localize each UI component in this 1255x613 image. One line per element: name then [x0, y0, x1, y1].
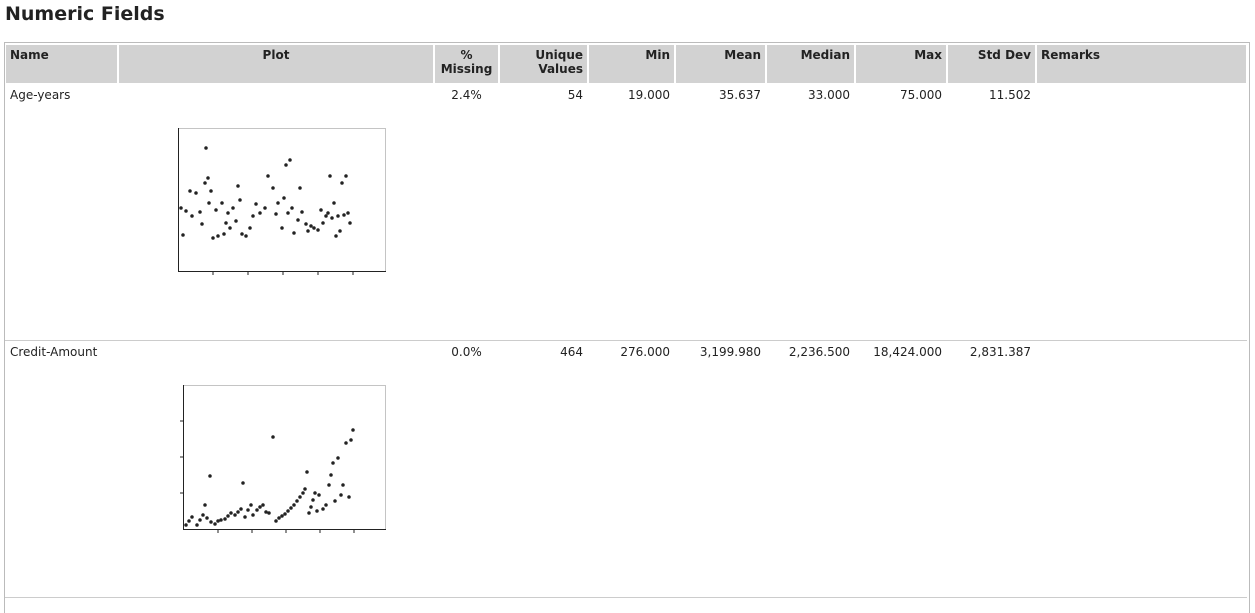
plot-thumbnail	[178, 128, 386, 275]
table-cell: 0.0%	[451, 345, 482, 359]
plot-thumbnail	[180, 385, 386, 533]
column-header: Remarks	[1037, 45, 1246, 83]
column-header: Unique Values	[500, 45, 587, 83]
table-cell: 3,199.980	[699, 345, 761, 359]
table-cell: 2.4%	[451, 88, 482, 102]
row-divider	[5, 597, 1247, 598]
column-header: Name	[6, 45, 117, 83]
column-header: Max	[856, 45, 946, 83]
table-cell: 2,831.387	[969, 345, 1031, 359]
column-header: Plot	[119, 45, 433, 83]
column-header: % Missing	[435, 45, 498, 83]
table-cell: Age-years	[10, 88, 71, 102]
table-cell: 54	[567, 88, 583, 102]
section-title: Numeric Fields	[5, 3, 165, 25]
table-cell: Credit-Amount	[10, 345, 98, 359]
table-cell: 18,424.000	[873, 345, 942, 359]
table-cell: 75.000	[900, 88, 942, 102]
column-header: Median	[767, 45, 854, 83]
column-header: Mean	[676, 45, 765, 83]
table-cell: 276.000	[620, 345, 670, 359]
table-cell: 33.000	[808, 88, 850, 102]
column-header: Std Dev	[948, 45, 1035, 83]
table-frame	[4, 42, 1250, 613]
row-divider	[5, 340, 1247, 341]
table-cell: 464	[560, 345, 583, 359]
table-cell: 11.502	[989, 88, 1031, 102]
table-cell: 19.000	[628, 88, 670, 102]
column-header: Min	[589, 45, 674, 83]
table-cell: 35.637	[719, 88, 761, 102]
table-cell: 2,236.500	[788, 345, 850, 359]
